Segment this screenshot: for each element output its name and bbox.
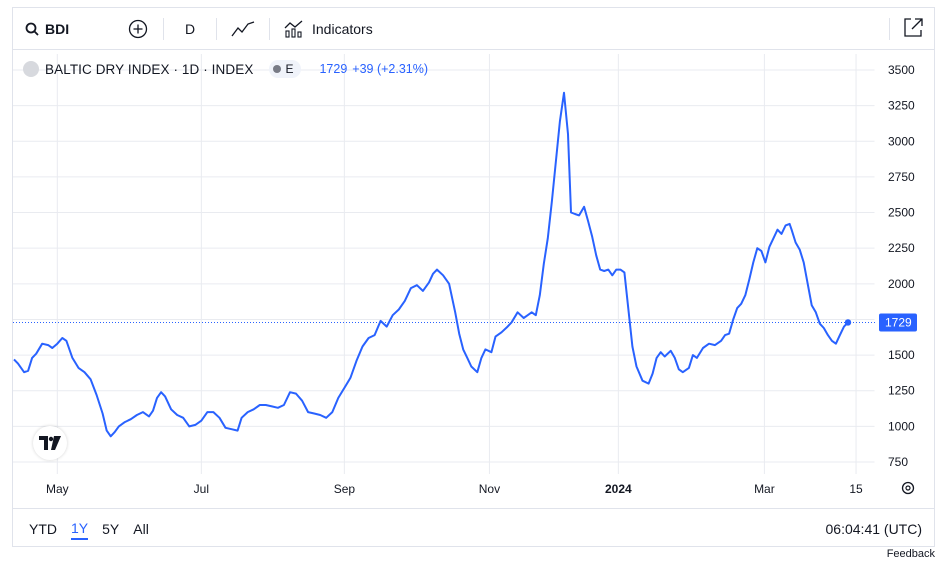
x-tick-label: Mar [754,482,775,496]
chart-widget: BDI D Indicators [12,7,935,547]
price-line [13,91,849,438]
status-dot-icon [273,65,282,73]
interval-button[interactable]: D [164,8,216,49]
last-price-tag: 1729 [879,313,917,332]
chart-grid [13,50,876,480]
range-5y-button[interactable]: 5Y [102,520,120,537]
symbol-search[interactable]: BDI [13,8,113,49]
time-axis[interactable]: May Jul Sep Nov 2024 Mar 15 [46,482,863,496]
open-external-icon [904,18,923,37]
y-tick-label: 2500 [888,206,915,220]
y-tick-label: 3500 [888,63,915,77]
range-1y-button[interactable]: 1Y [71,518,89,540]
x-tick-label: Jul [194,482,209,496]
y-tick-label: 3250 [888,99,915,113]
plus-circle-icon [128,19,148,38]
range-selector: YTD 1Y 5Y All [13,518,149,540]
legend-change: +39 (+2.31%) [352,62,429,76]
y-tick-label: 1500 [888,348,915,362]
last-price-tag-label: 1729 [885,315,912,329]
toolbar-divider [269,17,270,40]
line-chart-icon [231,20,255,36]
symbol-logo-icon [23,61,39,77]
bottom-toolbar: YTD 1Y 5Y All 06:04:41 (UTC) [13,508,934,548]
x-tick-label: 2024 [605,482,632,496]
clock-time[interactable]: 06:04:41 (UTC) [825,520,922,537]
compare-button[interactable] [113,8,163,49]
feedback-link[interactable]: Feedback [886,548,935,560]
legend-title: BALTIC DRY INDEX · 1D · INDEX [45,61,254,77]
popout-button[interactable] [902,17,924,44]
indicators-button[interactable]: Indicators [270,8,373,49]
x-tick-label: Nov [479,482,500,496]
y-tick-label: 3000 [888,134,915,148]
y-tick-label: 2250 [888,241,915,255]
y-tick-label: 1250 [888,384,915,398]
indicators-label: Indicators [312,20,373,37]
x-tick-label: May [46,482,69,496]
status-badge-label: E [285,62,294,76]
status-badge[interactable]: E [269,60,302,78]
tradingview-logo-icon [39,436,61,450]
toolbar-divider [216,17,217,40]
tradingview-logo[interactable] [33,426,67,460]
x-tick-label: 15 [849,482,863,496]
range-ytd-button[interactable]: YTD [29,520,57,537]
chart-type-button[interactable] [217,8,269,49]
range-all-button[interactable]: All [133,520,149,537]
legend-last-value: 1729 [319,62,348,76]
gear-icon[interactable] [901,481,915,495]
search-icon [25,22,39,36]
y-tick-label: 2000 [888,277,915,291]
price-axis[interactable]: 750 1000 1250 1500 2000 2250 2500 2750 3000 3250 3… [888,63,915,469]
indicators-icon [284,20,303,38]
x-tick-label: Sep [334,482,356,496]
y-tick-label: 1000 [888,419,915,433]
symbol-label: BDI [45,20,70,37]
y-tick-label: 750 [888,455,908,469]
toolbar-divider [163,17,164,40]
top-toolbar: BDI D Indicators [13,8,934,50]
y-tick-label: 2750 [888,170,915,184]
price-chart[interactable]: 750 1000 1250 1500 2000 2250 2500 2750 3000 3250 3… [13,8,934,508]
last-price-dot [844,319,852,326]
legend: BALTIC DRY INDEX · 1D · INDEX E 1729 +39… [23,60,428,78]
toolbar-divider [889,18,890,40]
interval-label: D [184,20,196,37]
